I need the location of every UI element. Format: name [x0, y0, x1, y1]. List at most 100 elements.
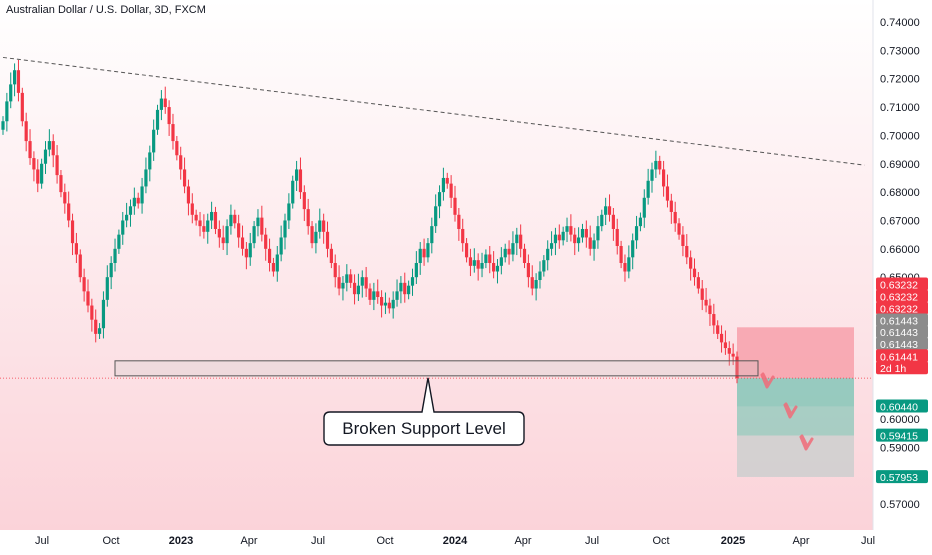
candle-body: [40, 163, 44, 184]
candlestick-series: [1, 59, 739, 384]
time-tick-label: 2024: [443, 535, 468, 547]
candle-body: [94, 319, 98, 334]
candle-body: [449, 183, 453, 198]
candle-body: [194, 214, 198, 221]
price-badge-label: 0.61443: [880, 339, 918, 351]
candle-body: [395, 291, 399, 300]
candle-body: [468, 257, 473, 266]
time-tick-label: Jul: [861, 535, 875, 547]
candle-body: [619, 245, 623, 263]
candle-body: [391, 299, 395, 309]
candle-body: [387, 302, 391, 309]
candle-body: [723, 342, 728, 349]
target-zone-3: [737, 435, 854, 477]
candle-body: [121, 220, 125, 235]
time-tick-label: Apr: [240, 535, 257, 547]
candle-body: [318, 220, 322, 232]
price-badge: [876, 349, 928, 363]
candle-body: [511, 243, 515, 255]
candle-body: [577, 237, 581, 244]
price-badge: [876, 337, 928, 351]
candle-body: [287, 203, 291, 221]
projection-arrow: [783, 402, 798, 419]
price-tick-label: 0.68000: [880, 187, 920, 199]
candle-body: [310, 226, 314, 244]
price-tick-label: 0.57000: [880, 499, 920, 511]
candle-body: [507, 248, 511, 255]
resistance-trendline: [2, 56, 865, 166]
candle-body: [322, 220, 326, 232]
price-badge-label: 0.61443: [880, 327, 918, 339]
candle-body: [557, 234, 561, 241]
candle-body: [364, 277, 368, 289]
candle-body: [109, 263, 113, 278]
candle-body: [55, 155, 59, 176]
callout-text: Broken Support Level: [342, 419, 506, 438]
price-tick-label: 0.60000: [880, 414, 920, 426]
candle-body: [337, 277, 341, 289]
candle-body: [28, 141, 32, 159]
projection-arrow: [799, 434, 814, 451]
price-tick-label: 0.71000: [880, 102, 920, 114]
price-badge: [876, 361, 928, 375]
candle-body: [642, 197, 646, 218]
candle-body: [140, 186, 144, 204]
candle-body: [279, 237, 283, 255]
candle-body: [658, 160, 662, 170]
price-badge: [876, 277, 928, 291]
target-zone-2: [737, 406, 854, 436]
time-tick-label: Jul: [311, 535, 325, 547]
price-badge-label: 0.63232: [880, 304, 918, 316]
candle-body: [735, 356, 739, 379]
time-axis[interactable]: Jul Oct 2023 Apr Jul Oct 2024 Apr Jul Oct 2025 Apr J…: [35, 535, 875, 547]
price-badge-label: 0.61443: [880, 316, 918, 328]
candle-body: [210, 211, 214, 221]
candle-body: [125, 214, 129, 221]
candle-body: [190, 203, 194, 215]
price-tick-label: 0.59000: [880, 442, 920, 454]
candle-body: [414, 263, 418, 278]
candle-body: [175, 141, 179, 156]
candle-body: [383, 302, 388, 306]
candle-body: [627, 257, 631, 272]
price-tick-label: 0.66000: [880, 244, 920, 256]
candle-body: [70, 220, 75, 244]
candle-body: [592, 240, 596, 249]
candle-body: [407, 285, 411, 295]
price-axis-background: [873, 0, 932, 550]
candle-body: [144, 169, 148, 187]
candle-body: [696, 277, 700, 289]
candle-body: [646, 180, 650, 198]
candle-body: [136, 197, 140, 204]
trade-zones: [737, 327, 854, 477]
price-tick-label: 0.72000: [880, 74, 920, 86]
callout-bubble: [323, 377, 525, 446]
candle-body: [202, 226, 206, 232]
candle-body: [306, 209, 310, 227]
price-badge-label: 0.63232: [880, 291, 918, 303]
time-tick-label: Oct: [102, 535, 119, 547]
candle-body: [163, 98, 167, 108]
candle-body: [480, 263, 484, 269]
price-axis[interactable]: 0.74000 0.73000 0.72000 0.71000 0.70000 0.690…: [876, 17, 928, 511]
candle-body: [113, 248, 117, 263]
candle-body: [51, 141, 55, 156]
candle-body: [542, 260, 546, 272]
candle-body: [410, 277, 415, 286]
candle-body: [534, 280, 538, 289]
candle-body: [217, 228, 221, 238]
stop-loss-zone: [737, 327, 854, 379]
candle-body: [681, 234, 685, 246]
candle-body: [638, 217, 643, 227]
price-badge-label: 0.57953: [880, 472, 918, 484]
candle-body: [1, 121, 5, 130]
projection-arrow: [760, 372, 775, 389]
time-axis-background: [0, 530, 873, 550]
candle-body: [472, 260, 476, 266]
candle-body: [492, 263, 496, 272]
candle-body: [24, 121, 28, 142]
candle-body: [171, 124, 175, 142]
candle-body: [198, 220, 202, 227]
